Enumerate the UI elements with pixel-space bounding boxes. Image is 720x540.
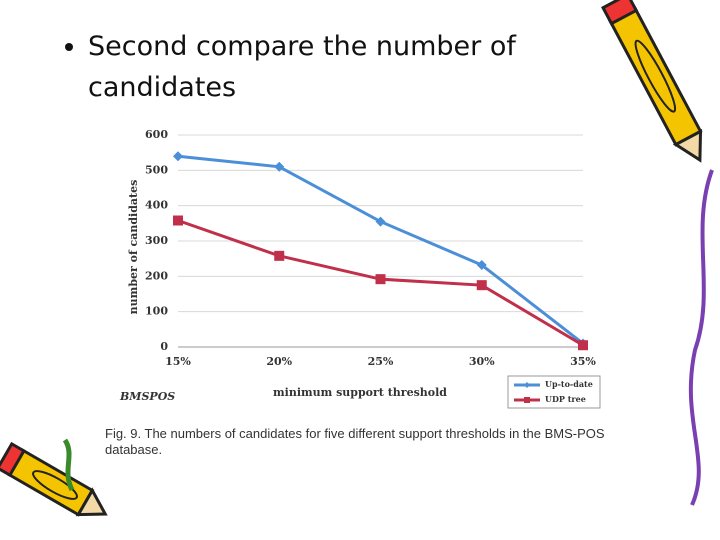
y-axis-label: number of candidates bbox=[127, 180, 140, 315]
point bbox=[375, 274, 386, 285]
point bbox=[476, 280, 487, 291]
point bbox=[274, 161, 285, 172]
x-axis-label: minimum support threshold bbox=[273, 386, 447, 399]
y-tick-label: 300 bbox=[145, 234, 168, 247]
point bbox=[173, 151, 183, 162]
point bbox=[476, 260, 487, 271]
point bbox=[274, 250, 285, 261]
annotation: BMSPOS bbox=[119, 390, 175, 403]
point bbox=[375, 216, 386, 227]
y-tick-label: 200 bbox=[145, 269, 168, 282]
point bbox=[173, 215, 183, 226]
series-line bbox=[177, 154, 584, 345]
bullet-text: Second compare the number of candidates bbox=[88, 26, 588, 108]
y-tick-label: 100 bbox=[145, 305, 168, 318]
y-tick-label: 400 bbox=[145, 199, 168, 212]
x-tick-label: 15% bbox=[165, 355, 191, 368]
legend-label: UDP tree bbox=[545, 394, 586, 404]
bullet-list: Second compare the number of candidates bbox=[58, 26, 588, 108]
legend-marker bbox=[524, 397, 530, 403]
legend-box bbox=[507, 375, 601, 409]
pencil-decoration bbox=[0, 441, 108, 517]
x-tick-label: 35% bbox=[570, 355, 596, 368]
caption: Fig. 9. The numbers of candidates for fi… bbox=[105, 426, 605, 457]
x-tick-label: 20% bbox=[266, 355, 292, 368]
y-tick-label: 600 bbox=[145, 128, 168, 141]
x-tick-label: 25% bbox=[368, 355, 394, 368]
pencil-decoration bbox=[688, 169, 714, 506]
x-tick-label: 30% bbox=[469, 355, 495, 368]
legend-marker bbox=[524, 382, 530, 388]
point bbox=[578, 340, 588, 351]
y-tick-label: 500 bbox=[145, 163, 168, 176]
y-tick-label: 0 bbox=[160, 340, 168, 353]
pencil-decoration bbox=[62, 438, 75, 492]
legend-label: Up-to-date bbox=[545, 379, 593, 389]
pencil-decoration bbox=[601, 0, 703, 163]
